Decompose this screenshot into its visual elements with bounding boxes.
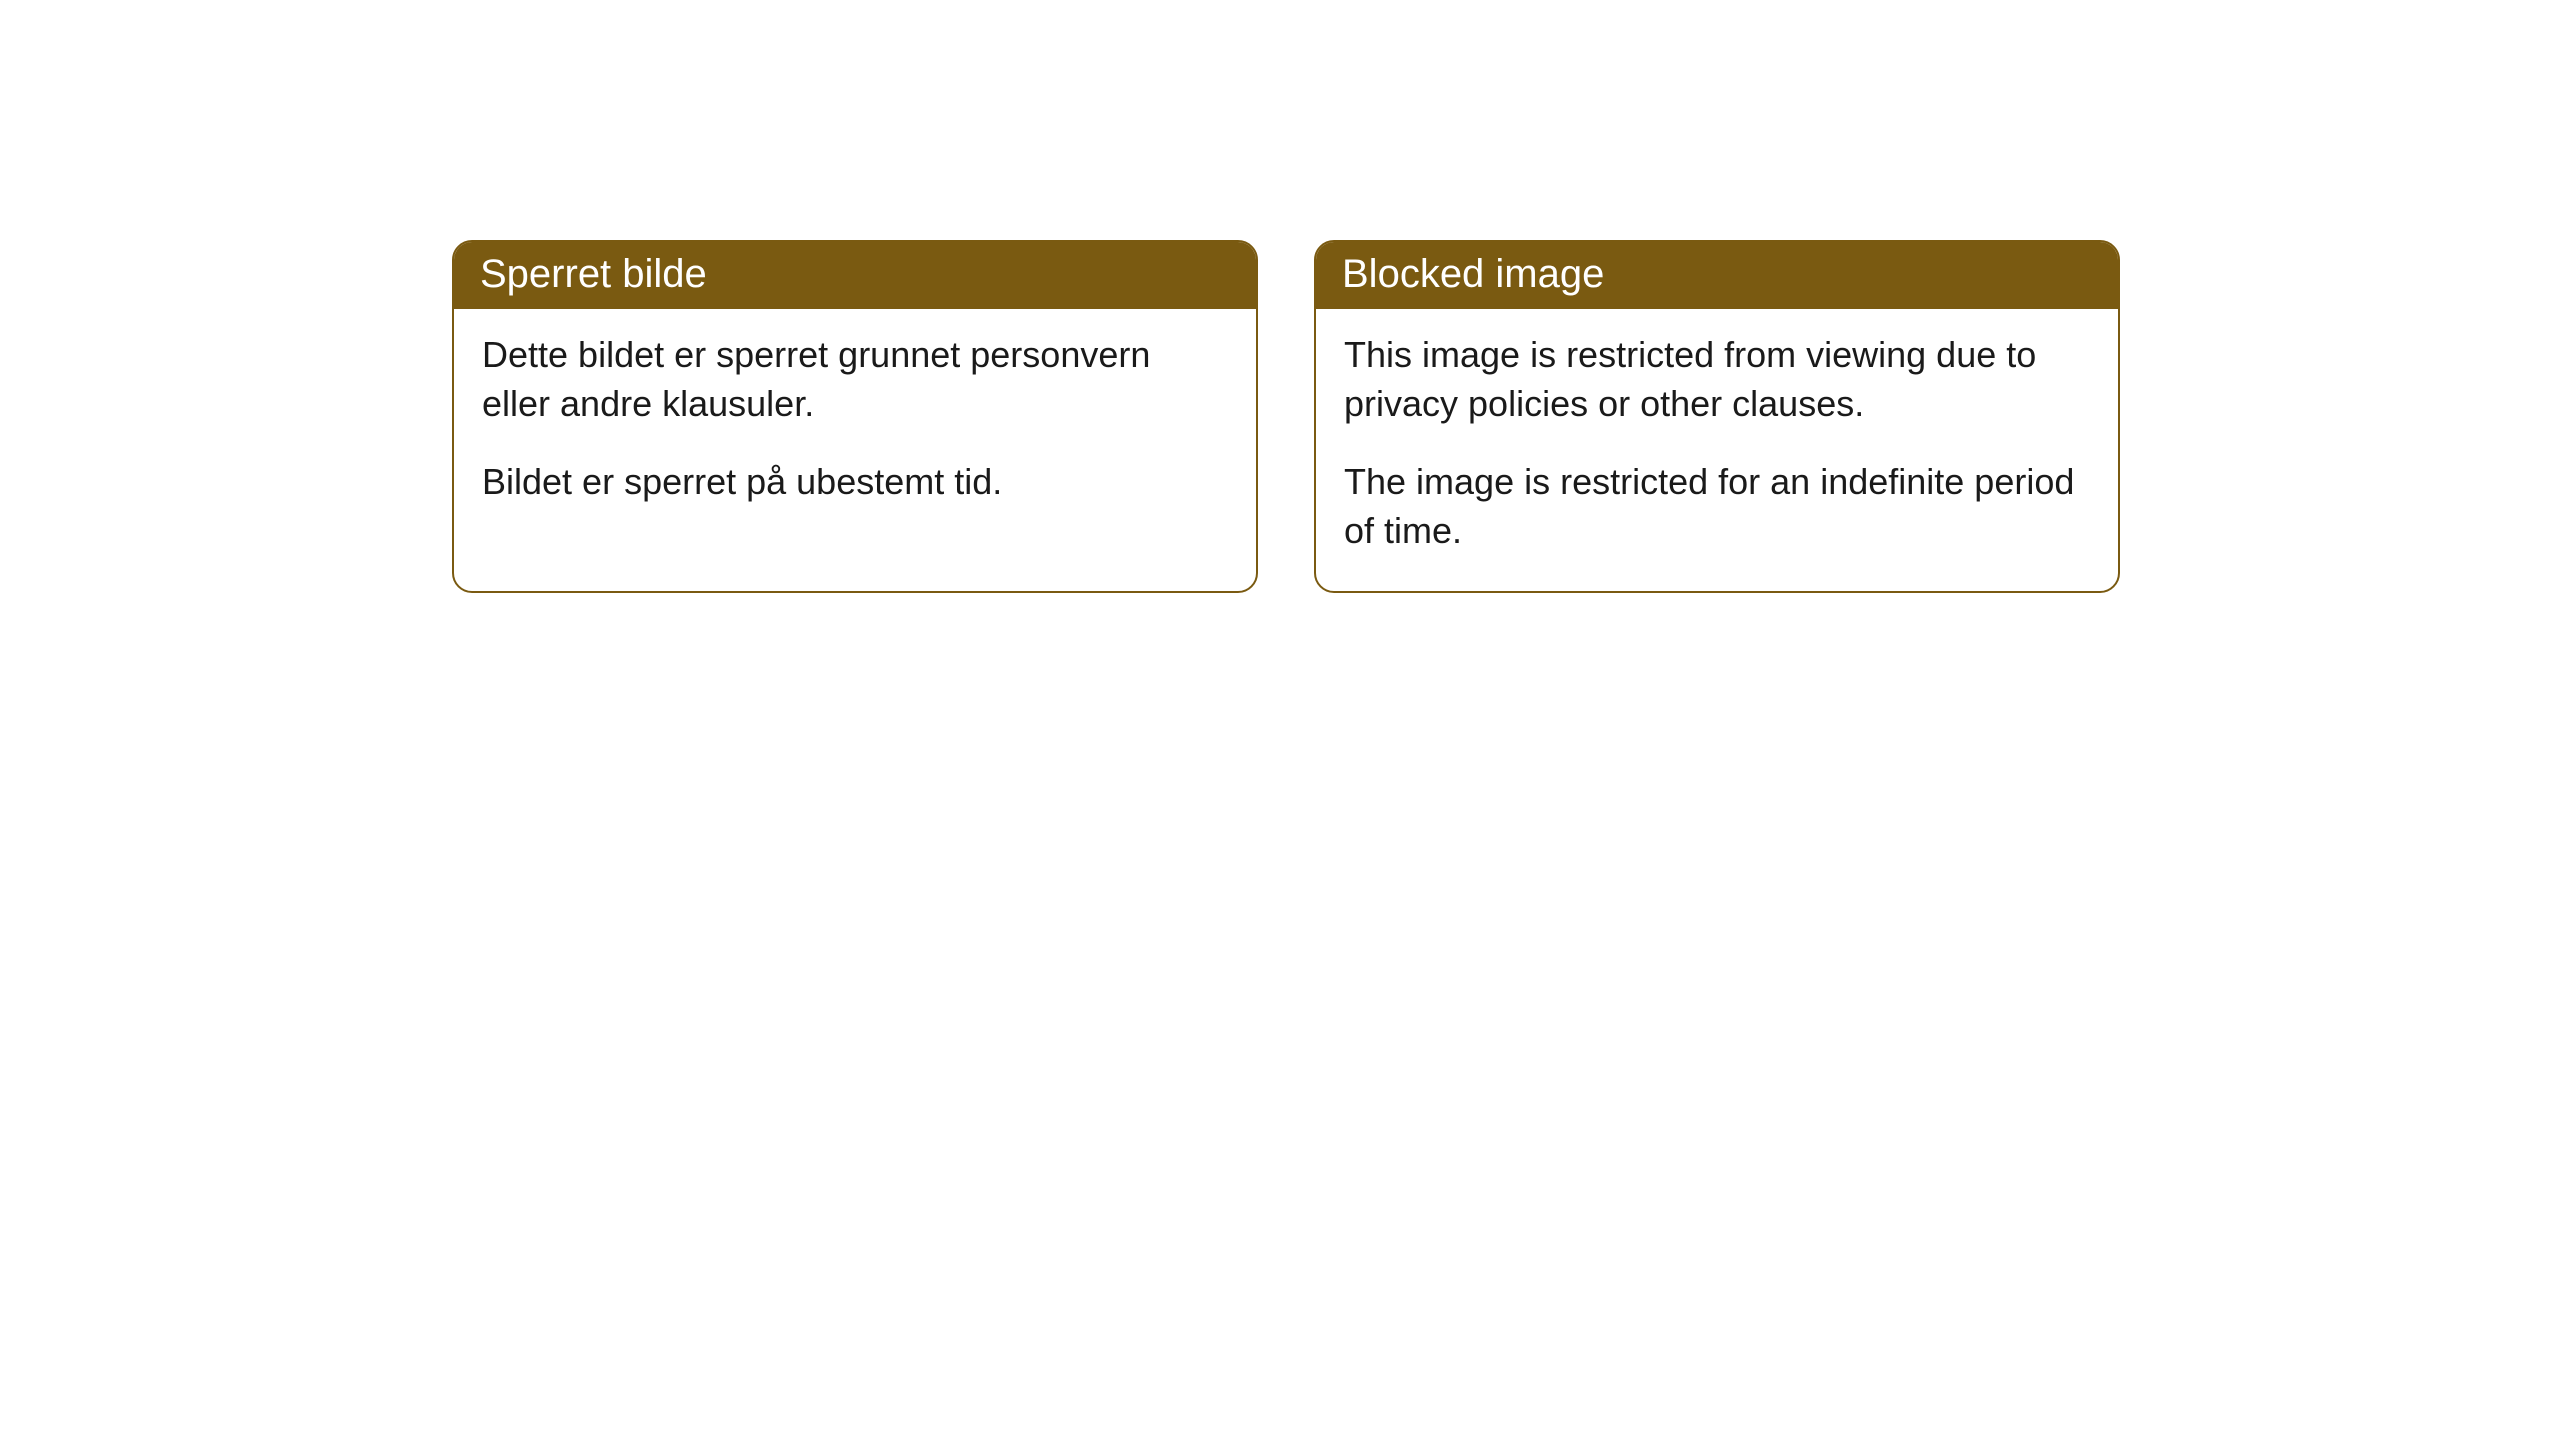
card-header-english: Blocked image: [1316, 242, 2118, 309]
notice-cards-container: Sperret bilde Dette bildet er sperret gr…: [0, 0, 2560, 593]
notice-paragraph-1-norwegian: Dette bildet er sperret grunnet personve…: [482, 331, 1228, 428]
blocked-image-card-norwegian: Sperret bilde Dette bildet er sperret gr…: [452, 240, 1258, 593]
notice-paragraph-2-english: The image is restricted for an indefinit…: [1344, 458, 2090, 555]
card-body-english: This image is restricted from viewing du…: [1316, 309, 2118, 591]
notice-paragraph-1-english: This image is restricted from viewing du…: [1344, 331, 2090, 428]
notice-paragraph-2-norwegian: Bildet er sperret på ubestemt tid.: [482, 458, 1228, 507]
blocked-image-card-english: Blocked image This image is restricted f…: [1314, 240, 2120, 593]
card-header-norwegian: Sperret bilde: [454, 242, 1256, 309]
card-body-norwegian: Dette bildet er sperret grunnet personve…: [454, 309, 1256, 543]
